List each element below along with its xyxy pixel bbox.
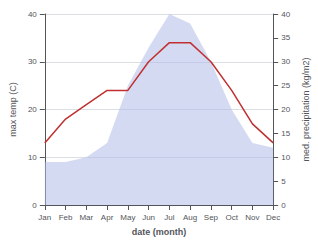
svg-text:Oct: Oct	[225, 213, 238, 222]
svg-text:Apr: Apr	[101, 213, 114, 222]
svg-text:25: 25	[281, 81, 290, 90]
svg-text:med. precipitation (kg/m2): med. precipitation (kg/m2)	[301, 57, 311, 161]
svg-text:30: 30	[281, 57, 290, 66]
svg-text:10: 10	[28, 153, 37, 162]
svg-text:20: 20	[281, 105, 290, 114]
svg-text:Nov: Nov	[245, 213, 259, 222]
svg-text:Dec: Dec	[266, 213, 280, 222]
svg-text:Sep: Sep	[204, 213, 219, 222]
svg-text:Mar: Mar	[79, 213, 93, 222]
svg-text:15: 15	[281, 129, 290, 138]
svg-text:May: May	[120, 213, 135, 222]
svg-text:max temp (C): max temp (C)	[8, 82, 18, 137]
svg-text:Jun: Jun	[142, 213, 155, 222]
svg-text:0: 0	[281, 201, 286, 210]
svg-text:40: 40	[281, 10, 290, 19]
svg-text:Jul: Jul	[164, 213, 174, 222]
svg-text:10: 10	[281, 153, 290, 162]
svg-text:40: 40	[28, 10, 37, 19]
svg-text:Feb: Feb	[59, 213, 73, 222]
svg-text:date (month): date (month)	[132, 227, 187, 237]
svg-text:Jan: Jan	[38, 213, 51, 222]
svg-text:35: 35	[281, 33, 290, 42]
svg-text:30: 30	[28, 57, 37, 66]
svg-text:0: 0	[32, 201, 37, 210]
svg-text:Aug: Aug	[183, 213, 197, 222]
svg-text:5: 5	[281, 177, 286, 186]
svg-text:20: 20	[28, 105, 37, 114]
